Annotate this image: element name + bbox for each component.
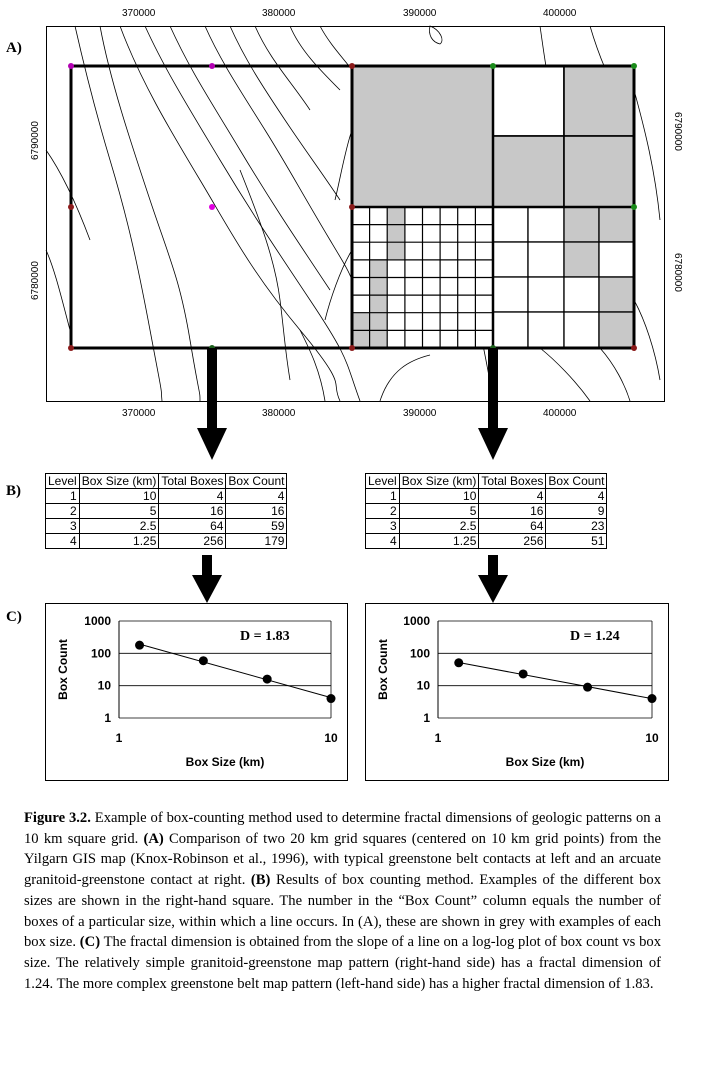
y-axis-label: Box Count: [376, 639, 390, 700]
data-point: [198, 656, 208, 666]
header-box-size: Box Size (km): [398, 473, 480, 489]
map-tick-top-1: 370000: [122, 8, 156, 19]
map-tick-top-4: 400000: [543, 8, 577, 19]
y-tick-label: 1000: [403, 614, 430, 628]
plot-title: D = 1.83: [240, 629, 290, 644]
table-header-row: Level Box Size (km) Total Boxes Box Coun…: [45, 473, 288, 489]
caption-ref-b: (B): [250, 872, 271, 889]
map-tick-bottom-1: 370000: [122, 408, 156, 419]
data-point: [135, 640, 145, 650]
box-count-table-left: Level Box Size (km) Total Boxes Box Coun…: [45, 473, 288, 549]
caption-ref-a: (A): [143, 830, 164, 847]
table-header-row: Level Box Size (km) Total Boxes Box Coun…: [365, 473, 608, 489]
table-row: 3 2.5 64 59: [45, 518, 288, 534]
x-tick-label: 1: [435, 731, 442, 745]
caption-label: Figure 3.2.: [24, 810, 91, 826]
map-frame: [46, 26, 665, 402]
caption-text-3: Results of box counting method. Examples…: [24, 872, 661, 951]
y-tick-label: 100: [410, 646, 430, 660]
geologic-map: [45, 25, 665, 460]
level3-grid: [492, 206, 635, 349]
cell: 1.25: [398, 533, 480, 549]
cell: 1.25: [78, 533, 160, 549]
cell: 179: [225, 533, 288, 549]
x-axis-label: Box Size (km): [186, 755, 265, 769]
grey-box-level2-c: [563, 135, 635, 208]
fit-line: [458, 662, 653, 700]
caption-text-4: The fractal dimension is obtained from t…: [24, 934, 661, 992]
caption-ref-c: (C): [79, 934, 101, 951]
arrow-left-shaft-2: [202, 555, 212, 577]
panel-label-c: C): [6, 609, 22, 625]
y-tick-label: 1: [423, 711, 430, 725]
plot-box-left: [45, 603, 348, 781]
data-point: [262, 674, 272, 684]
header-total-boxes: Total Boxes: [478, 473, 547, 489]
table-row: 4 1.25 256 51: [365, 533, 608, 549]
y-tick-label: 1000: [84, 614, 111, 628]
arrow-left-shaft: [207, 348, 217, 430]
grey-box-level2-b: [492, 135, 565, 208]
cell: 256: [478, 533, 547, 549]
table-row: 4 1.25 256 179: [45, 533, 288, 549]
table-row: 3 2.5 64 23: [365, 518, 608, 534]
arrow-right-shaft-2: [488, 555, 498, 577]
header-box-count: Box Count: [545, 473, 608, 489]
x-tick-label: 1: [116, 731, 123, 745]
y-tick-label: 100: [91, 646, 111, 660]
panel-label-a: A): [6, 40, 22, 56]
data-point: [647, 694, 657, 704]
box-count-table-right: Level Box Size (km) Total Boxes Box Coun…: [365, 473, 608, 549]
arrow-right-shaft: [488, 348, 498, 430]
arrow-left-head: [197, 428, 227, 460]
y-tick-label: 1: [104, 711, 111, 725]
arrows-map-to-table: [197, 348, 508, 460]
data-point: [454, 658, 464, 668]
x-tick-label: 10: [324, 731, 338, 745]
data-point: [518, 669, 528, 679]
map-tick-top-2: 380000: [262, 8, 296, 19]
table-row: 2 5 16 16: [45, 503, 288, 519]
data-point: [583, 682, 593, 692]
map-tick-top-3: 390000: [403, 8, 437, 19]
y-tick-label: 10: [98, 679, 112, 693]
cell: 10: [78, 488, 160, 504]
arrow-right-head-2: [478, 575, 508, 603]
caption-text-2: Comparison of two 20 km grid squares (ce…: [24, 830, 661, 889]
figure-caption: Figure 3.2. Example of box-counting meth…: [24, 808, 661, 994]
cell: 256: [158, 533, 227, 549]
map-tick-bottom-4: 400000: [543, 408, 577, 419]
cell: 23: [545, 518, 608, 534]
y-tick-label: 10: [417, 679, 431, 693]
x-tick-label: 10: [645, 731, 659, 745]
data-point: [326, 694, 336, 704]
header-box-size: Box Size (km): [78, 473, 160, 489]
grey-box-level1: [352, 66, 493, 207]
fit-line: [139, 643, 332, 699]
cell: 51: [545, 533, 608, 549]
table-row: 1 10 4 4: [45, 488, 288, 504]
map-tick-bottom-2: 380000: [262, 408, 296, 419]
arrows-table-to-plot: [192, 555, 508, 603]
cell: 9: [545, 503, 608, 519]
x-axis-label: Box Size (km): [506, 755, 585, 769]
plot-title: D = 1.24: [570, 629, 620, 644]
level4-grid: [352, 207, 493, 348]
panel-label-b: B): [6, 483, 21, 499]
header-box-count: Box Count: [225, 473, 288, 489]
map-tick-bottom-3: 390000: [403, 408, 437, 419]
arrow-left-head-2: [192, 575, 222, 603]
grid-points: [68, 63, 637, 351]
caption-text-1: Example of box-counting method used to d…: [24, 810, 661, 847]
fractal-plots: 1 10 100 1000 1 10 D = 1.83 Box Size (km) Box Co…: [56, 614, 659, 769]
y-axis-label: Box Count: [56, 639, 70, 700]
arrow-right-head: [478, 428, 508, 460]
table-row: 1 10 4 4: [365, 488, 608, 504]
